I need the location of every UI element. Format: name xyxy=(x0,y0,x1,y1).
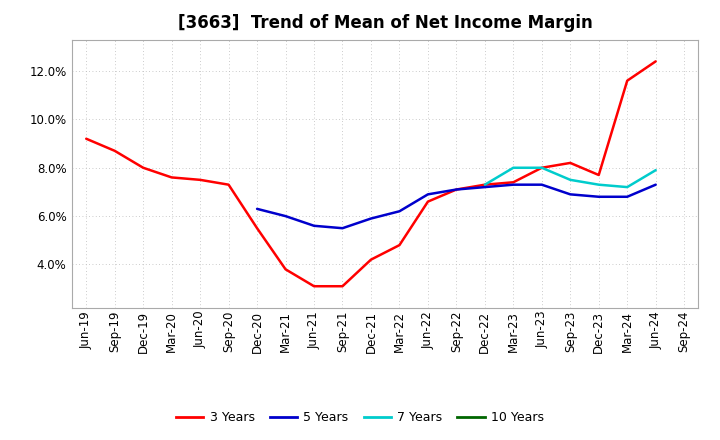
3 Years xyxy=(480,182,489,187)
5 Years xyxy=(566,192,575,197)
3 Years xyxy=(395,242,404,248)
5 Years xyxy=(338,226,347,231)
7 Years xyxy=(480,182,489,187)
5 Years xyxy=(282,213,290,219)
3 Years xyxy=(225,182,233,187)
3 Years xyxy=(282,267,290,272)
Line: 5 Years: 5 Years xyxy=(257,185,656,228)
3 Years xyxy=(110,148,119,154)
3 Years xyxy=(566,160,575,165)
3 Years xyxy=(167,175,176,180)
3 Years xyxy=(452,187,461,192)
5 Years xyxy=(366,216,375,221)
7 Years xyxy=(595,182,603,187)
3 Years xyxy=(310,284,318,289)
5 Years xyxy=(423,192,432,197)
Title: [3663]  Trend of Mean of Net Income Margin: [3663] Trend of Mean of Net Income Margi… xyxy=(178,15,593,33)
3 Years xyxy=(595,172,603,178)
7 Years xyxy=(623,184,631,190)
3 Years xyxy=(196,177,204,183)
5 Years xyxy=(595,194,603,199)
3 Years xyxy=(423,199,432,204)
3 Years xyxy=(652,59,660,64)
3 Years xyxy=(139,165,148,170)
3 Years xyxy=(338,284,347,289)
Line: 3 Years: 3 Years xyxy=(86,61,656,286)
7 Years xyxy=(509,165,518,170)
Line: 7 Years: 7 Years xyxy=(485,168,656,187)
5 Years xyxy=(310,223,318,228)
5 Years xyxy=(652,182,660,187)
5 Years xyxy=(395,209,404,214)
5 Years xyxy=(452,187,461,192)
7 Years xyxy=(652,168,660,173)
3 Years xyxy=(623,78,631,83)
3 Years xyxy=(253,226,261,231)
7 Years xyxy=(537,165,546,170)
Legend: 3 Years, 5 Years, 7 Years, 10 Years: 3 Years, 5 Years, 7 Years, 10 Years xyxy=(171,407,549,429)
5 Years xyxy=(253,206,261,212)
7 Years xyxy=(566,177,575,183)
5 Years xyxy=(509,182,518,187)
3 Years xyxy=(509,180,518,185)
3 Years xyxy=(366,257,375,262)
5 Years xyxy=(623,194,631,199)
5 Years xyxy=(480,184,489,190)
3 Years xyxy=(82,136,91,141)
5 Years xyxy=(537,182,546,187)
3 Years xyxy=(537,165,546,170)
